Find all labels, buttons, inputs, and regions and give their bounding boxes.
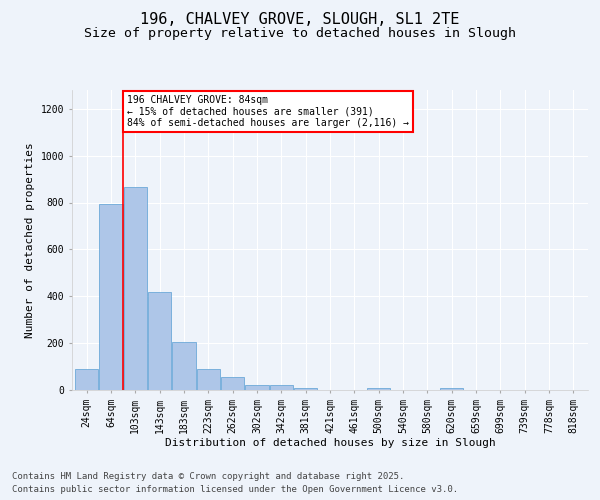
Bar: [294, 388, 317, 390]
Bar: [148, 292, 171, 390]
Bar: [172, 342, 196, 390]
Bar: [75, 369, 98, 390]
X-axis label: Distribution of detached houses by size in Slough: Distribution of detached houses by size …: [164, 438, 496, 448]
Bar: [124, 188, 147, 390]
Bar: [270, 385, 293, 390]
Text: 196 CHALVEY GROVE: 84sqm
← 15% of detached houses are smaller (391)
84% of semi-: 196 CHALVEY GROVE: 84sqm ← 15% of detach…: [127, 94, 409, 128]
Bar: [221, 376, 244, 390]
Text: Size of property relative to detached houses in Slough: Size of property relative to detached ho…: [84, 28, 516, 40]
Bar: [197, 369, 220, 390]
Text: 196, CHALVEY GROVE, SLOUGH, SL1 2TE: 196, CHALVEY GROVE, SLOUGH, SL1 2TE: [140, 12, 460, 28]
Text: Contains public sector information licensed under the Open Government Licence v3: Contains public sector information licen…: [12, 485, 458, 494]
Text: Contains HM Land Registry data © Crown copyright and database right 2025.: Contains HM Land Registry data © Crown c…: [12, 472, 404, 481]
Bar: [245, 385, 269, 390]
Bar: [100, 204, 122, 390]
Bar: [440, 388, 463, 390]
Bar: [367, 388, 390, 390]
Y-axis label: Number of detached properties: Number of detached properties: [25, 142, 35, 338]
